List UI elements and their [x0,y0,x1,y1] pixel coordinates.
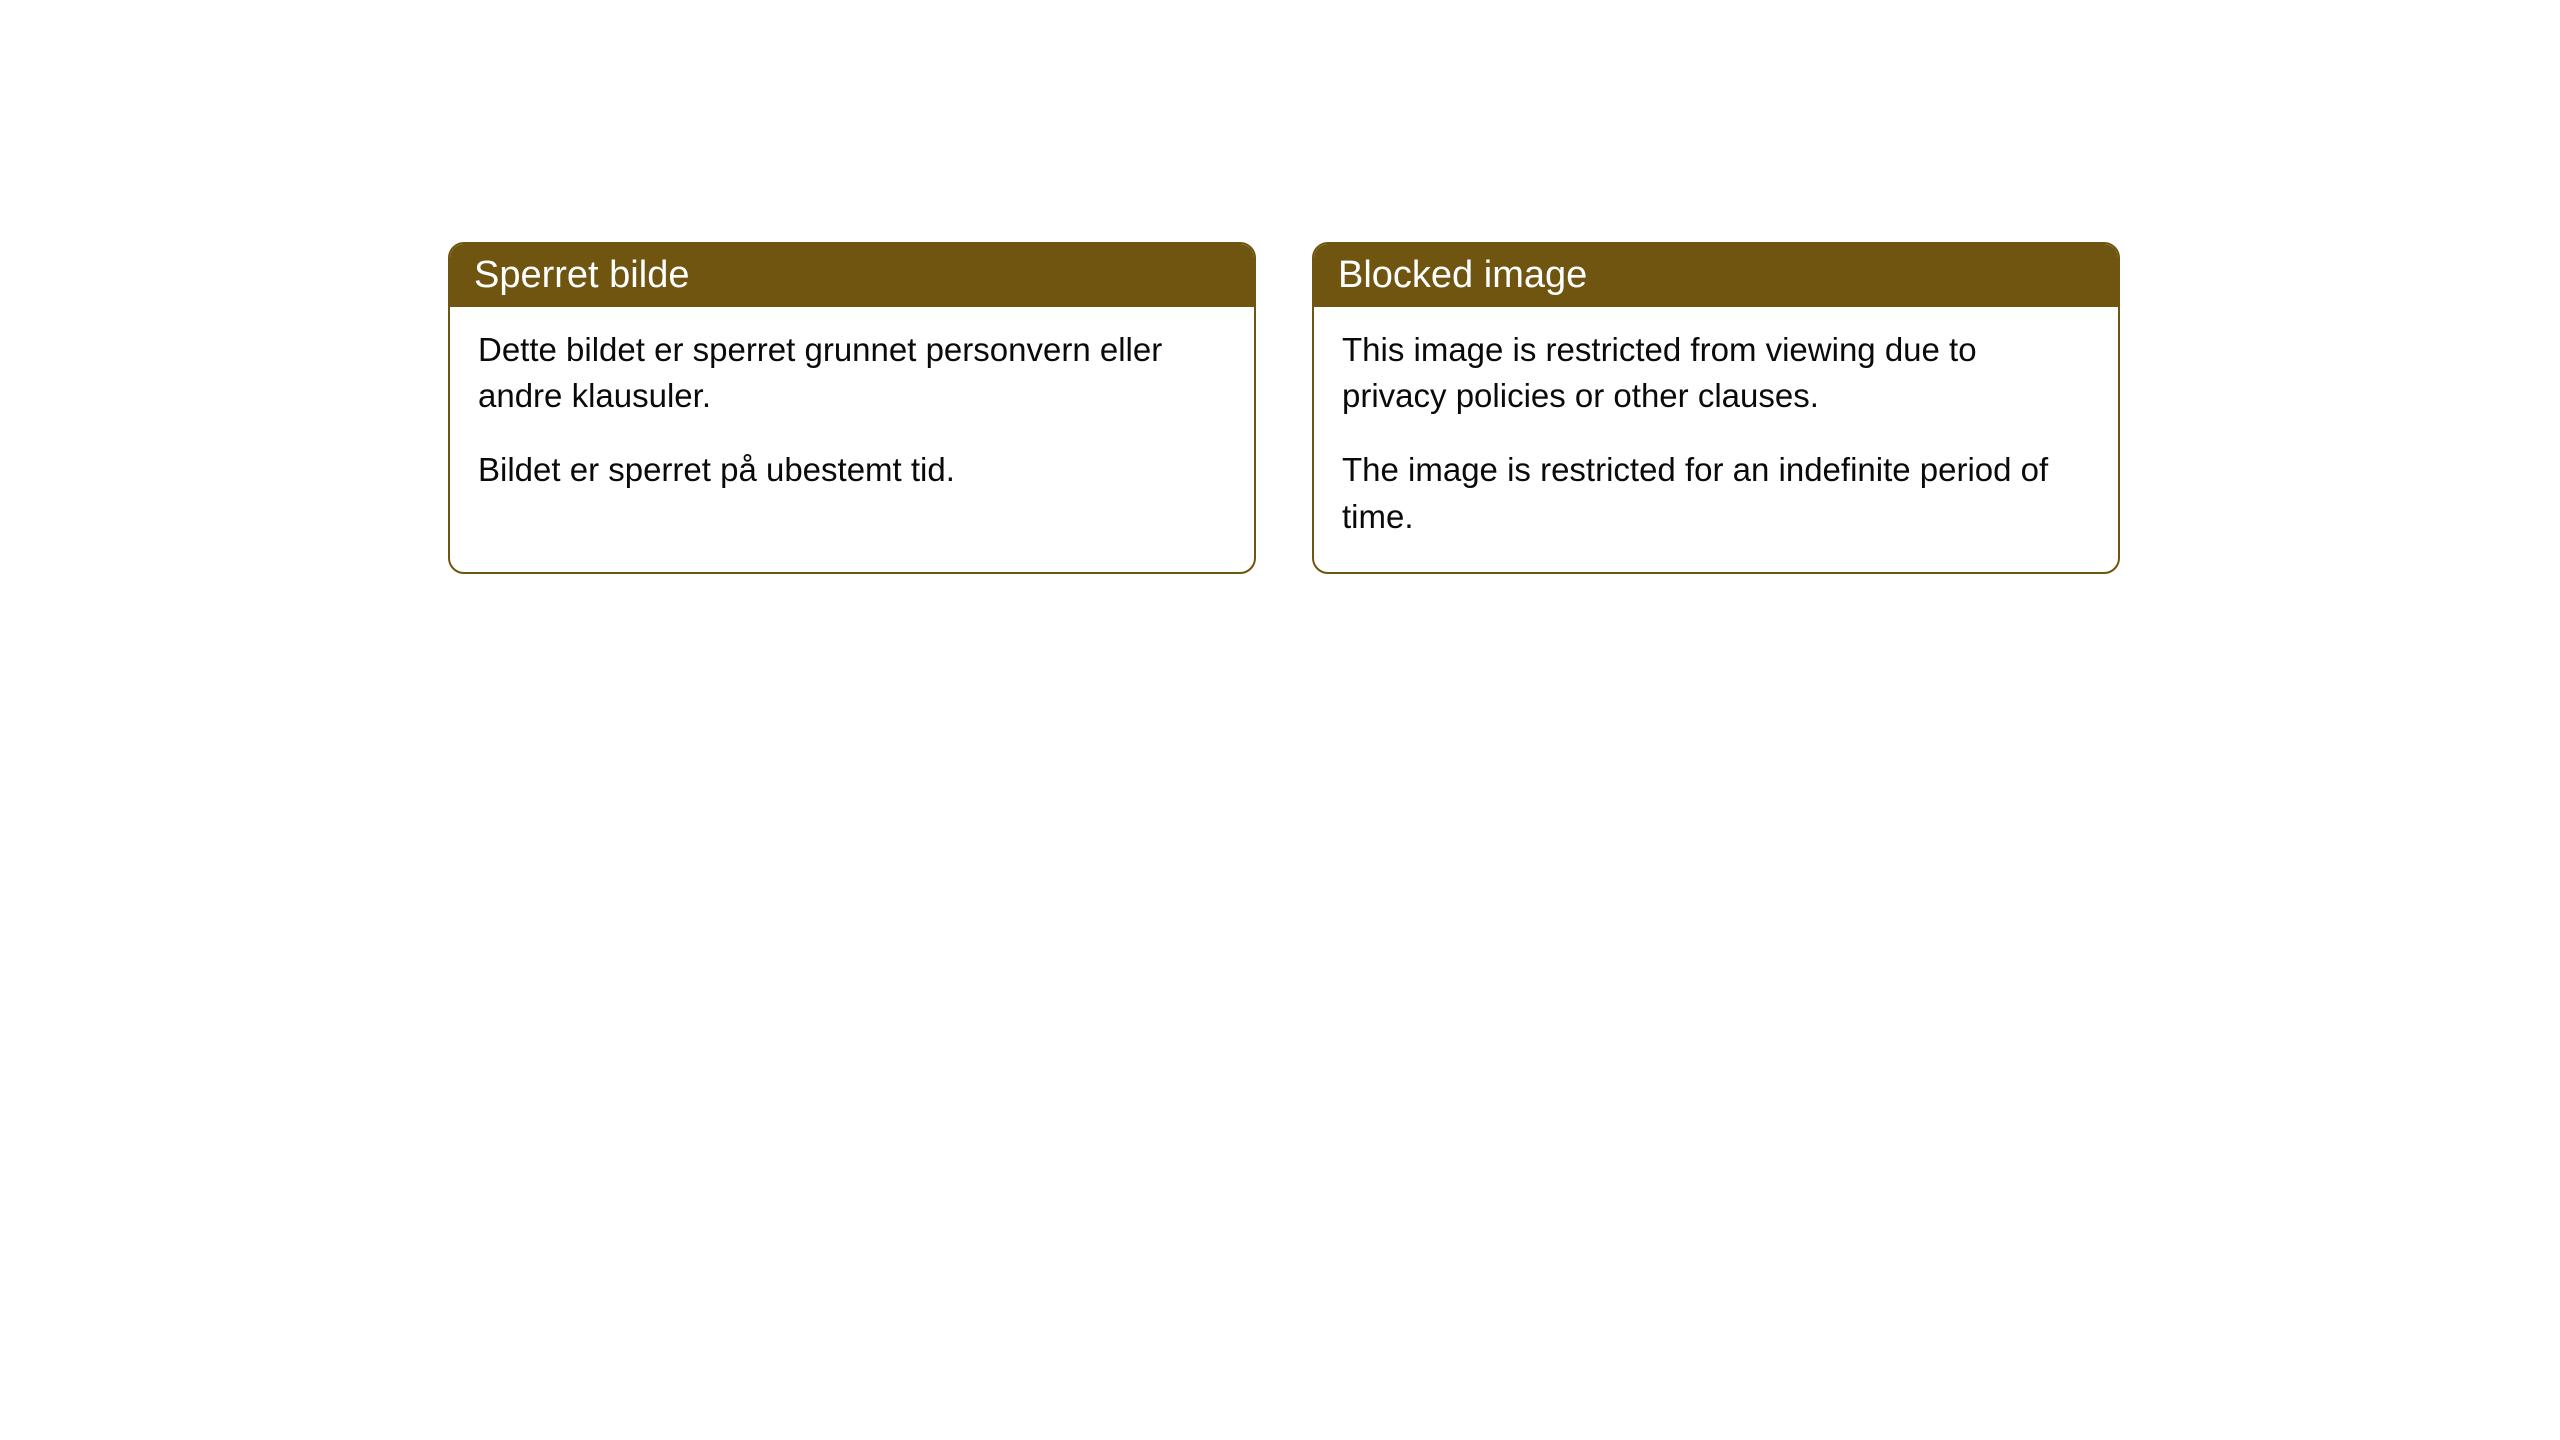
notice-container: Sperret bilde Dette bildet er sperret gr… [0,0,2560,574]
notice-header: Blocked image [1314,244,2118,307]
notice-card-norwegian: Sperret bilde Dette bildet er sperret gr… [448,242,1256,574]
notice-card-english: Blocked image This image is restricted f… [1312,242,2120,574]
notice-paragraph-1: Dette bildet er sperret grunnet personve… [478,327,1226,419]
notice-paragraph-2: Bildet er sperret på ubestemt tid. [478,447,1226,493]
notice-body: Dette bildet er sperret grunnet personve… [450,307,1254,526]
notice-header: Sperret bilde [450,244,1254,307]
notice-paragraph-2: The image is restricted for an indefinit… [1342,447,2090,539]
notice-body: This image is restricted from viewing du… [1314,307,2118,572]
notice-paragraph-1: This image is restricted from viewing du… [1342,327,2090,419]
